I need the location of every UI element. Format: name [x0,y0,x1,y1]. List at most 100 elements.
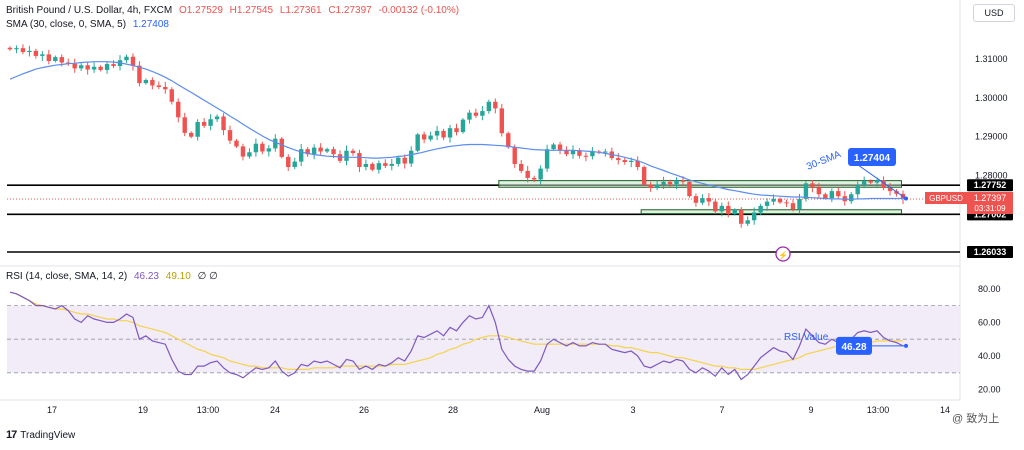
candle-body [201,121,207,126]
sma-legend[interactable]: SMA (30, close, 0, SMA, 5) 1.27408 [6,19,173,30]
candle-body [363,163,369,168]
candle-body [402,157,407,164]
support-zone [498,180,902,188]
candle-body [829,191,835,199]
candle-body [764,201,770,206]
candle-body [40,54,45,56]
candle-body [396,157,401,164]
candle-body [195,121,200,137]
candle-body [525,170,530,178]
last-price-value: 1.27397 [974,193,1007,203]
chart-legend: British Pound / U.S. Dollar, 4h, FXCM O1… [6,5,463,16]
candle-body [687,181,692,197]
time-tick-label: 13:00 [867,405,890,415]
candle-body [739,209,744,224]
sma-value: 1.27408 [132,19,169,30]
candle-body [583,155,589,157]
candle-body [797,198,802,210]
time-tick-label: 28 [448,405,458,415]
candle-body [732,209,737,215]
price-tick-label: 1.30000 [975,93,1008,103]
candle-body [790,203,796,210]
candle-body [137,65,142,84]
rsi-tick-label: 60.00 [978,317,1001,327]
rsi-callout-box [836,336,872,355]
sma-line [9,61,903,200]
level-label-bg [967,179,1013,192]
candle-body [570,150,576,155]
rsi-flags: ∅ ∅ [197,271,218,282]
candle-body [460,119,466,133]
candle-body [150,80,155,86]
candle-body [143,80,149,84]
candle-body [874,180,880,183]
candle-body [667,181,673,185]
candle-body [810,183,815,188]
candle-body [816,187,822,195]
high-value: H1.27545 [229,5,274,16]
candle-body [273,138,278,149]
candle-body [784,202,789,204]
time-tick-label: Aug [534,405,550,415]
candle-body [454,128,459,133]
time-tick-label: 13:00 [197,405,220,415]
candle-body [654,184,660,189]
rsi-lines [9,291,904,381]
candle-body [188,132,194,137]
candle-body [20,48,26,53]
candle-body [85,65,90,70]
candle-body [318,147,323,152]
candle-body [648,184,653,189]
rsi-callout-label: RSI Value [784,332,829,343]
last-price-box [967,192,1013,215]
footer-brand[interactable]: 17 TradingView [6,429,75,441]
level-label-bg [967,246,1013,259]
candle-body [311,147,317,155]
candle-body [603,151,608,153]
candle-body [344,150,349,161]
candle-body [512,147,517,164]
currency-button[interactable]: USD [973,4,1015,22]
candle-body [577,150,582,156]
rsi-label: RSI (14, close, SMA, 14, 2) [6,271,128,282]
candle-body [98,66,103,70]
candle-body [182,117,187,133]
candle-body [674,180,679,185]
candle-body [72,63,77,69]
candles [7,44,906,228]
rsi-value: 46.23 [133,271,159,282]
candle-body [434,130,440,136]
price-tick-label: 1.29000 [975,132,1008,142]
candle-body [855,184,860,195]
sma-callout-label: 30-SMA [805,149,843,173]
candle-body [227,130,233,141]
candle-body [357,153,362,168]
candle-body [868,181,873,183]
candle-body [751,212,757,221]
rsi-legend[interactable]: RSI (14, close, SMA, 14, 2) 46.23 49.10 … [6,271,222,282]
candle-body [260,143,265,152]
open-value: O1.27529 [178,5,223,16]
candle-body [803,183,809,199]
lightning-icon [775,246,791,262]
axes: 1.31000 1.30000 1.29000 1.28000 80.00 60.00 40… [47,54,1008,415]
candle-body [480,111,485,116]
zones [498,180,902,215]
candle-body [376,163,382,170]
candle-body [14,48,19,50]
candle-body [564,150,569,155]
candle-body [279,138,284,157]
candle-body [849,194,854,202]
rsi-tick-label: 80.00 [978,284,1001,294]
time-tick-label: 24 [270,405,280,415]
tradingview-logo-icon: 17 [6,429,17,441]
rsi-ma-value: 49.10 [165,271,191,282]
candle-body [486,101,492,112]
symbol-label: GBPUSD [929,194,963,203]
sma-label: SMA (30, close, 0, SMA, 5) [6,19,127,30]
candle-body [726,205,731,215]
price-tick-label: 1.28000 [975,171,1008,181]
candle-body [680,180,686,182]
